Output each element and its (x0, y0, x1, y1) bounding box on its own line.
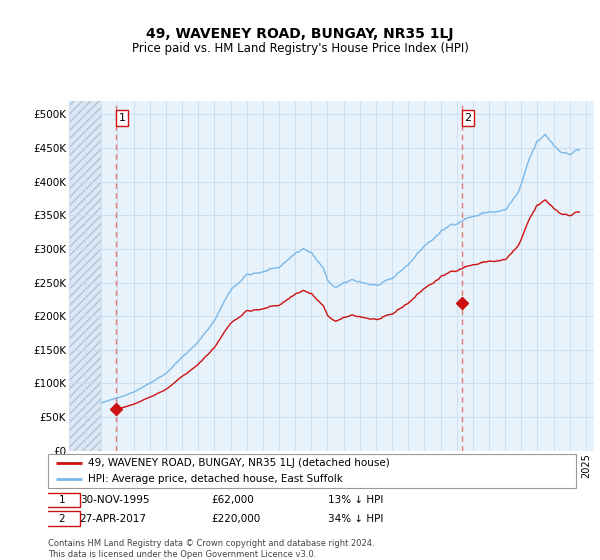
Text: 1: 1 (58, 495, 65, 505)
Text: Price paid vs. HM Land Registry's House Price Index (HPI): Price paid vs. HM Land Registry's House … (131, 42, 469, 55)
FancyBboxPatch shape (44, 511, 80, 526)
Text: 27-APR-2017: 27-APR-2017 (80, 514, 146, 524)
Bar (69, 101, 101, 451)
Text: 49, WAVENEY ROAD, BUNGAY, NR35 1LJ (detached house): 49, WAVENEY ROAD, BUNGAY, NR35 1LJ (deta… (88, 458, 389, 468)
Text: 1: 1 (119, 113, 125, 123)
Text: 30-NOV-1995: 30-NOV-1995 (80, 495, 149, 505)
FancyBboxPatch shape (48, 454, 576, 488)
Text: 49, WAVENEY ROAD, BUNGAY, NR35 1LJ: 49, WAVENEY ROAD, BUNGAY, NR35 1LJ (146, 27, 454, 41)
FancyBboxPatch shape (44, 493, 80, 507)
Text: 2: 2 (464, 113, 472, 123)
Text: 34% ↓ HPI: 34% ↓ HPI (328, 514, 383, 524)
Text: £220,000: £220,000 (212, 514, 261, 524)
Text: HPI: Average price, detached house, East Suffolk: HPI: Average price, detached house, East… (88, 474, 343, 484)
Text: 2: 2 (58, 514, 65, 524)
Text: 13% ↓ HPI: 13% ↓ HPI (328, 495, 383, 505)
Text: Contains HM Land Registry data © Crown copyright and database right 2024.
This d: Contains HM Land Registry data © Crown c… (48, 539, 374, 559)
Text: £62,000: £62,000 (212, 495, 254, 505)
